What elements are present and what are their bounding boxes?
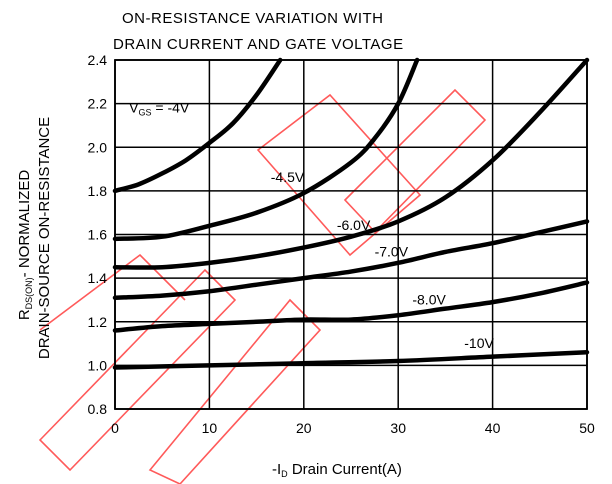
series-label-4: -8.0V (412, 291, 446, 307)
y-axis-label-line1: RDS(ON)- NORMALIZED (16, 170, 34, 321)
series-line-2 (112, 57, 590, 270)
chart-series (112, 57, 590, 370)
plot-frame (114, 59, 588, 410)
watermark-shape-4 (343, 88, 487, 234)
y-tick-label: 2.4 (88, 52, 108, 68)
series-line-4 (112, 280, 590, 333)
chart-title-line2: DRAIN CURRENT AND GATE VOLTAGE (113, 36, 404, 53)
x-tick-label: 10 (202, 420, 218, 436)
y-axis-label-line2: DRAIN-SOURCE ON-RESISTANCE (36, 117, 53, 359)
x-tick-label: 40 (485, 420, 501, 436)
chart-ticks: 0 10 20 30 40 50 0.8 1.0 1.2 1.4 1.6 1.8 2.0 2.2 2.4 (88, 52, 595, 436)
chart-title-line1: ON-RESISTANCE VARIATION WITH (122, 10, 384, 27)
x-tick-label: 0 (111, 420, 119, 436)
chart-series-labels: VGS = -4V -4.5V -6.0V-7.0V -8.0V -10V (129, 99, 494, 351)
y-tick-label: 1.8 (88, 183, 108, 199)
y-tick-label: 2.2 (88, 96, 108, 112)
series-line-3 (112, 219, 590, 301)
watermark-shape-2 (148, 298, 322, 484)
x-tick-label: 30 (390, 420, 406, 436)
series-label-0: VGS = -4V (129, 99, 190, 117)
series-label-1: -4.5V (271, 169, 305, 185)
series-label-5: -10V (464, 335, 494, 351)
x-tick-label: 50 (579, 420, 595, 436)
y-tick-label: 1.6 (88, 227, 108, 243)
x-tick-label: 20 (296, 420, 312, 436)
y-tick-label: 1.4 (88, 270, 108, 286)
watermark-shape-5 (39, 253, 186, 331)
watermark (38, 88, 487, 484)
y-tick-label: 2.0 (88, 139, 108, 155)
series-label-2: -6.0V (337, 217, 371, 233)
watermark-shape-3 (256, 93, 422, 257)
y-tick-label: 0.8 (88, 401, 108, 417)
x-axis-label: -ID Drain Current(A) (272, 461, 402, 479)
series-line-5 (112, 350, 590, 370)
y-tick-label: 1.0 (88, 357, 108, 373)
series-line-1 (112, 57, 420, 242)
watermark-shape-1 (38, 268, 237, 472)
series-line-0 (112, 57, 283, 194)
y-tick-label: 1.2 (88, 314, 108, 330)
series-label-3: -7.0V (375, 243, 409, 259)
